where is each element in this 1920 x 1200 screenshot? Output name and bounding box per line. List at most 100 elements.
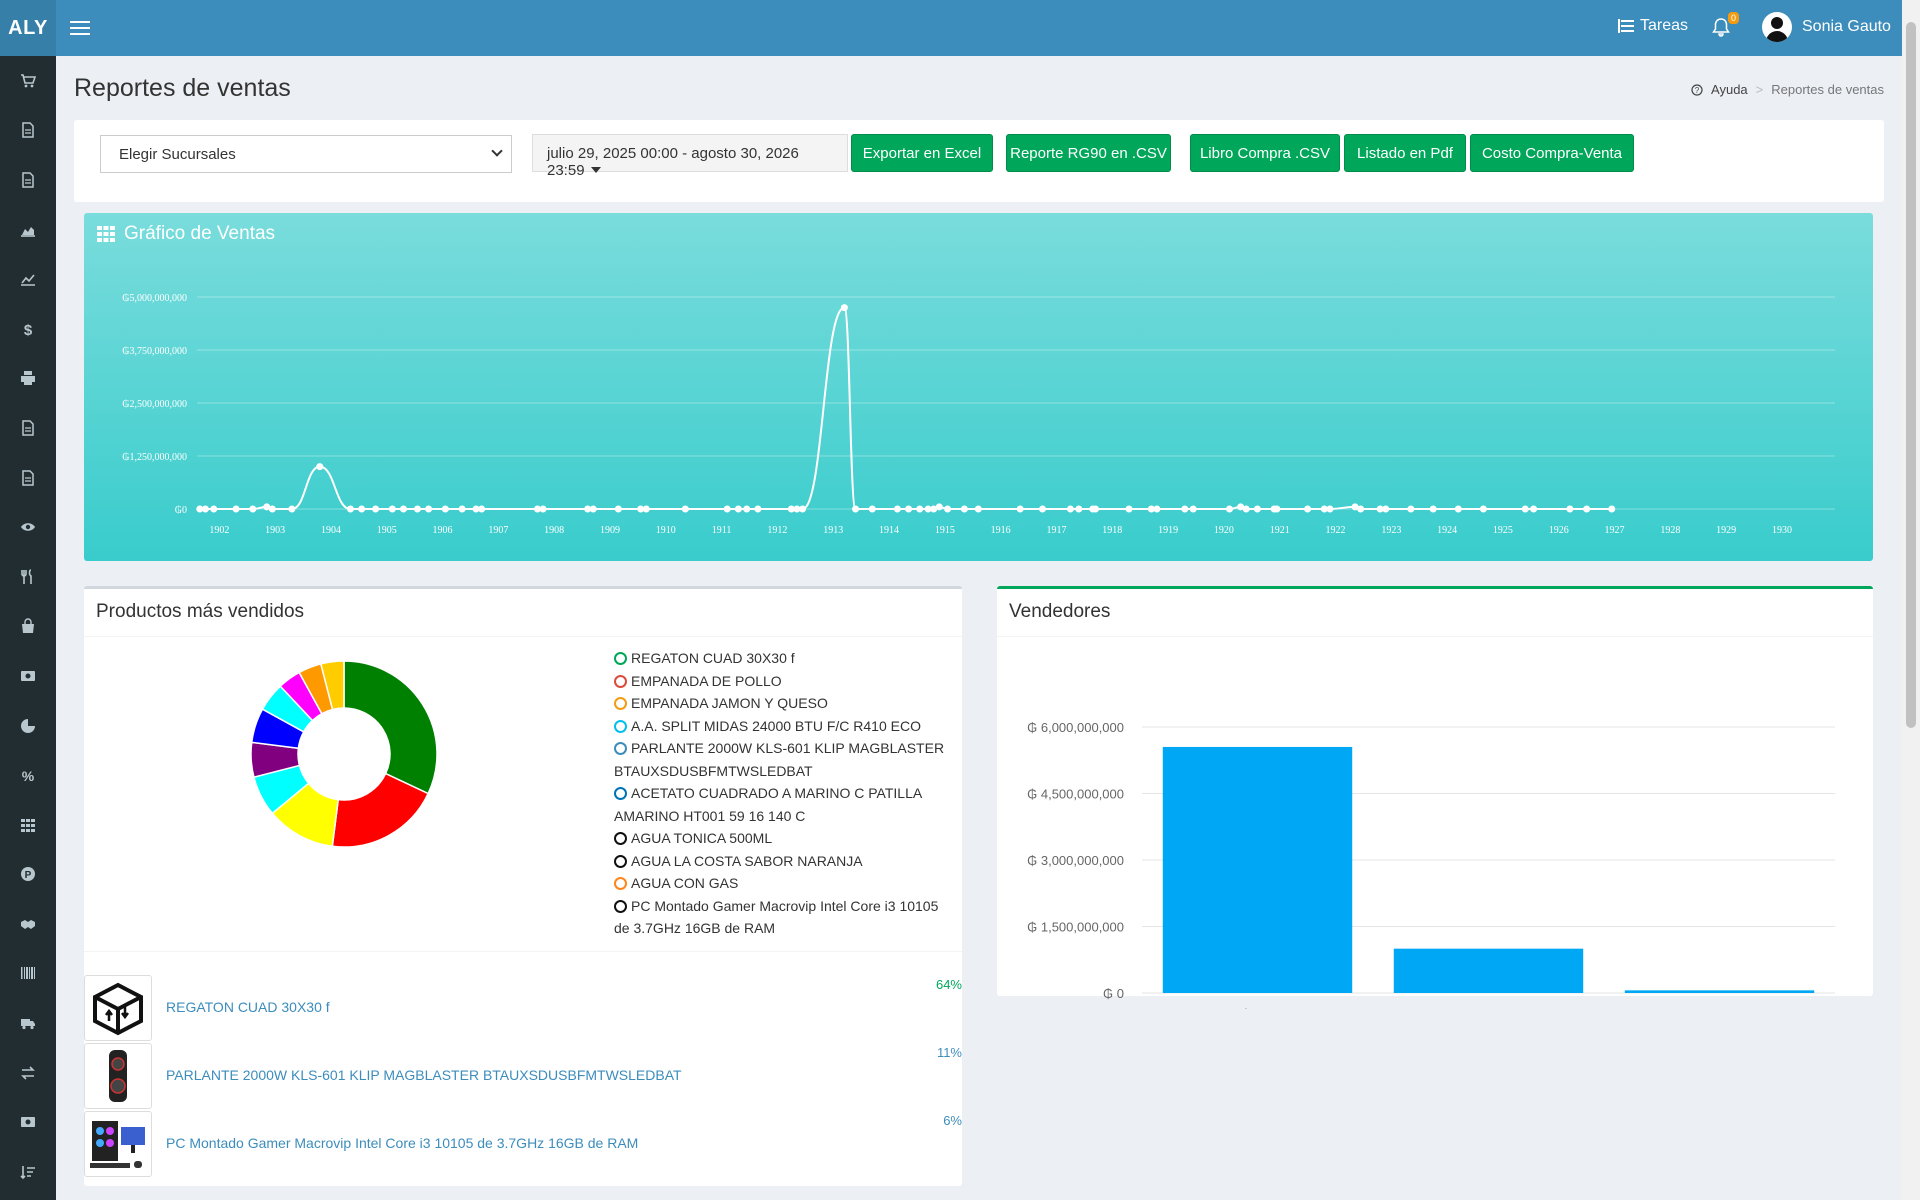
legend-item[interactable]: PARLANTE 2000W KLS-601 KLIP MAGBLASTER B… bbox=[614, 737, 954, 782]
product-link[interactable]: PC Montado Gamer Macrovip Intel Core i3 … bbox=[166, 1135, 639, 1151]
pie-slice[interactable] bbox=[319, 660, 345, 711]
data-point[interactable] bbox=[196, 505, 204, 513]
data-point[interactable] bbox=[893, 505, 901, 513]
sidebar-item[interactable] bbox=[0, 800, 56, 850]
sidebar-item[interactable] bbox=[0, 502, 56, 552]
sidebar-item[interactable] bbox=[0, 602, 56, 652]
data-point[interactable] bbox=[372, 505, 380, 513]
data-point[interactable] bbox=[232, 505, 240, 513]
sidebar-item[interactable] bbox=[0, 155, 56, 205]
data-point[interactable] bbox=[935, 503, 943, 511]
sidebar-item[interactable] bbox=[0, 453, 56, 503]
data-point[interactable] bbox=[589, 505, 597, 513]
legend-item[interactable]: PC Montado Gamer Macrovip Intel Core i3 … bbox=[614, 895, 954, 940]
page-scrollbar[interactable] bbox=[1902, 0, 1920, 1200]
data-point[interactable] bbox=[1376, 505, 1384, 513]
data-point[interactable] bbox=[458, 505, 466, 513]
sidebar-item[interactable]: P bbox=[0, 850, 56, 900]
data-point[interactable] bbox=[268, 505, 276, 513]
data-point[interactable] bbox=[793, 505, 801, 513]
data-point[interactable] bbox=[1304, 505, 1312, 513]
bar[interactable] bbox=[1624, 990, 1815, 993]
data-point[interactable] bbox=[905, 505, 913, 513]
data-point[interactable] bbox=[734, 505, 742, 513]
data-point[interactable] bbox=[413, 505, 421, 513]
data-point[interactable] bbox=[1351, 503, 1359, 511]
data-point[interactable] bbox=[614, 505, 622, 513]
data-point[interactable] bbox=[1608, 505, 1616, 513]
data-point[interactable] bbox=[358, 505, 366, 513]
data-point[interactable] bbox=[960, 505, 968, 513]
package-icon[interactable] bbox=[84, 975, 152, 1041]
data-point[interactable] bbox=[1326, 505, 1334, 513]
data-point[interactable] bbox=[974, 505, 982, 513]
data-point[interactable] bbox=[399, 505, 407, 513]
libro-compra-csv-button[interactable]: Libro Compra .CSV bbox=[1190, 134, 1340, 172]
sidebar-item[interactable] bbox=[0, 1147, 56, 1197]
legend-item[interactable]: ACETATO CUADRADO A MARINO C PATILLA AMAR… bbox=[614, 782, 954, 827]
sidebar-item[interactable]: % bbox=[0, 750, 56, 800]
data-point[interactable] bbox=[852, 505, 860, 513]
sidebar-item[interactable] bbox=[0, 1097, 56, 1147]
data-point[interactable] bbox=[263, 503, 271, 511]
data-point[interactable] bbox=[210, 505, 218, 513]
sidebar-item[interactable] bbox=[0, 254, 56, 304]
data-point[interactable] bbox=[1075, 505, 1083, 513]
data-point[interactable] bbox=[1566, 505, 1574, 513]
data-point[interactable] bbox=[478, 505, 486, 513]
data-point[interactable] bbox=[1583, 505, 1591, 513]
data-point[interactable] bbox=[930, 505, 938, 513]
data-point[interactable] bbox=[787, 505, 795, 513]
sidebar-item[interactable]: $ bbox=[0, 304, 56, 354]
sidebar-item[interactable] bbox=[0, 651, 56, 701]
data-point[interactable] bbox=[584, 505, 592, 513]
data-point[interactable] bbox=[1125, 505, 1133, 513]
data-point[interactable] bbox=[1479, 505, 1487, 513]
data-point[interactable] bbox=[924, 505, 932, 513]
data-point[interactable] bbox=[425, 505, 433, 513]
data-point[interactable] bbox=[388, 505, 396, 513]
data-point[interactable] bbox=[681, 505, 689, 513]
sidebar-item[interactable] bbox=[0, 949, 56, 999]
sidebar-item[interactable] bbox=[0, 106, 56, 156]
data-point[interactable] bbox=[642, 505, 650, 513]
sidebar-item[interactable] bbox=[0, 354, 56, 404]
data-point[interactable] bbox=[944, 505, 952, 513]
data-point[interactable] bbox=[1521, 505, 1529, 513]
data-point[interactable] bbox=[743, 505, 751, 513]
data-point[interactable] bbox=[1225, 505, 1233, 513]
legend-item[interactable]: AGUA LA COSTA SABOR NARANJA bbox=[614, 850, 954, 873]
data-point[interactable] bbox=[1092, 505, 1100, 513]
menu-toggle-icon[interactable] bbox=[70, 17, 90, 39]
data-point[interactable] bbox=[1530, 505, 1538, 513]
data-point[interactable] bbox=[201, 505, 209, 513]
data-point[interactable] bbox=[1454, 505, 1462, 513]
legend-item[interactable]: EMPANADA JAMON Y QUESO bbox=[614, 692, 954, 715]
data-point[interactable] bbox=[723, 505, 731, 513]
sidebar-item[interactable] bbox=[0, 1048, 56, 1098]
app-logo[interactable]: ALY bbox=[0, 0, 56, 56]
branch-select[interactable]: Elegir Sucursales bbox=[100, 135, 512, 173]
data-point[interactable] bbox=[1382, 505, 1390, 513]
bar[interactable] bbox=[1393, 948, 1584, 993]
product-link[interactable]: REGATON CUAD 30X30 f bbox=[166, 999, 330, 1015]
sidebar-item[interactable] bbox=[0, 701, 56, 751]
data-point[interactable] bbox=[916, 505, 924, 513]
data-point[interactable] bbox=[1189, 505, 1197, 513]
sidebar-item[interactable] bbox=[0, 205, 56, 255]
date-range-picker[interactable]: julio 29, 2025 00:00 - agosto 30, 2026 2… bbox=[532, 134, 848, 179]
data-point[interactable] bbox=[441, 505, 449, 513]
breadcrumb-help-link[interactable]: Ayuda bbox=[1711, 82, 1748, 97]
speaker-icon[interactable] bbox=[84, 1043, 152, 1109]
data-point[interactable] bbox=[533, 505, 541, 513]
legend-item[interactable]: A.A. SPLIT MIDAS 24000 BTU F/C R410 ECO bbox=[614, 715, 954, 738]
data-point[interactable] bbox=[1181, 505, 1189, 513]
notifications-button[interactable]: 0 bbox=[1712, 12, 1740, 39]
data-point[interactable] bbox=[1066, 505, 1074, 513]
data-point[interactable] bbox=[316, 463, 324, 471]
product-link[interactable]: PARLANTE 2000W KLS-601 KLIP MAGBLASTER B… bbox=[166, 1067, 682, 1083]
data-point[interactable] bbox=[249, 505, 257, 513]
data-point[interactable] bbox=[472, 505, 480, 513]
bar[interactable] bbox=[1162, 746, 1353, 993]
data-point[interactable] bbox=[1153, 505, 1161, 513]
